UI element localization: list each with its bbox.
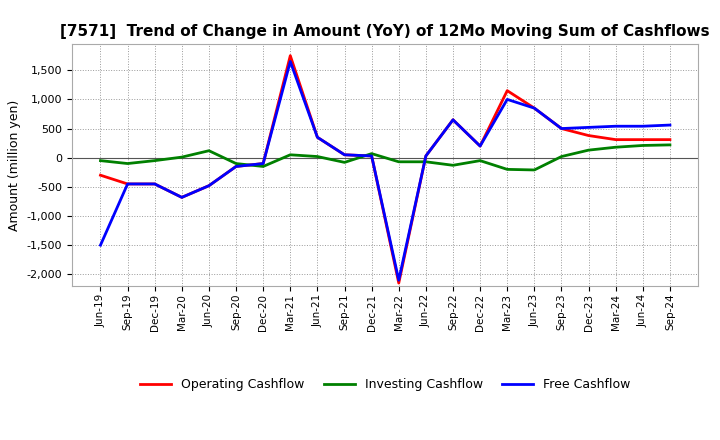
Investing Cashflow (150, 158, 159, 163)
Investing Cashflow (530, 167, 539, 172)
Operating Cashflow (395, 280, 403, 286)
Free Cashflow (639, 124, 647, 129)
Operating Cashflow (530, 106, 539, 111)
Free Cashflow (313, 135, 322, 140)
Investing Cashflow (639, 143, 647, 148)
Operating Cashflow (503, 88, 511, 93)
Operating Cashflow (639, 137, 647, 142)
Investing Cashflow (449, 163, 457, 168)
Free Cashflow (421, 153, 430, 158)
Investing Cashflow (123, 161, 132, 166)
Free Cashflow (395, 278, 403, 283)
Operating Cashflow (96, 172, 105, 178)
Operating Cashflow (341, 152, 349, 158)
Free Cashflow (665, 122, 674, 128)
Investing Cashflow (367, 151, 376, 156)
Free Cashflow (178, 195, 186, 200)
Investing Cashflow (313, 154, 322, 159)
Free Cashflow (476, 143, 485, 149)
Line: Free Cashflow: Free Cashflow (101, 62, 670, 280)
Operating Cashflow (286, 53, 294, 59)
Free Cashflow (449, 117, 457, 122)
Free Cashflow (611, 124, 620, 129)
Free Cashflow (286, 59, 294, 64)
Investing Cashflow (204, 148, 213, 154)
Investing Cashflow (178, 154, 186, 160)
Free Cashflow (530, 106, 539, 111)
Investing Cashflow (665, 142, 674, 147)
Title: [7571]  Trend of Change in Amount (YoY) of 12Mo Moving Sum of Cashflows: [7571] Trend of Change in Amount (YoY) o… (60, 24, 710, 39)
Investing Cashflow (395, 159, 403, 165)
Operating Cashflow (367, 153, 376, 158)
Free Cashflow (503, 97, 511, 102)
Investing Cashflow (476, 158, 485, 163)
Investing Cashflow (611, 145, 620, 150)
Operating Cashflow (476, 143, 485, 149)
Investing Cashflow (96, 158, 105, 163)
Free Cashflow (367, 153, 376, 158)
Investing Cashflow (259, 164, 268, 169)
Operating Cashflow (178, 195, 186, 200)
Investing Cashflow (341, 160, 349, 165)
Operating Cashflow (611, 137, 620, 142)
Line: Operating Cashflow: Operating Cashflow (101, 56, 670, 283)
Operating Cashflow (449, 117, 457, 122)
Free Cashflow (96, 242, 105, 248)
Operating Cashflow (584, 133, 593, 138)
Investing Cashflow (557, 154, 566, 159)
Free Cashflow (259, 161, 268, 166)
Operating Cashflow (204, 183, 213, 188)
Operating Cashflow (123, 181, 132, 187)
Investing Cashflow (286, 152, 294, 158)
Operating Cashflow (150, 181, 159, 187)
Free Cashflow (123, 181, 132, 187)
Free Cashflow (584, 125, 593, 130)
Operating Cashflow (557, 126, 566, 131)
Operating Cashflow (421, 153, 430, 158)
Free Cashflow (150, 181, 159, 187)
Free Cashflow (232, 164, 240, 169)
Line: Investing Cashflow: Investing Cashflow (101, 145, 670, 170)
Operating Cashflow (232, 164, 240, 169)
Investing Cashflow (421, 159, 430, 165)
Investing Cashflow (503, 167, 511, 172)
Operating Cashflow (313, 135, 322, 140)
Free Cashflow (341, 152, 349, 158)
Operating Cashflow (259, 161, 268, 166)
Investing Cashflow (584, 147, 593, 153)
Y-axis label: Amount (million yen): Amount (million yen) (8, 99, 21, 231)
Free Cashflow (557, 126, 566, 131)
Free Cashflow (204, 183, 213, 188)
Operating Cashflow (665, 137, 674, 142)
Legend: Operating Cashflow, Investing Cashflow, Free Cashflow: Operating Cashflow, Investing Cashflow, … (135, 373, 635, 396)
Investing Cashflow (232, 161, 240, 166)
